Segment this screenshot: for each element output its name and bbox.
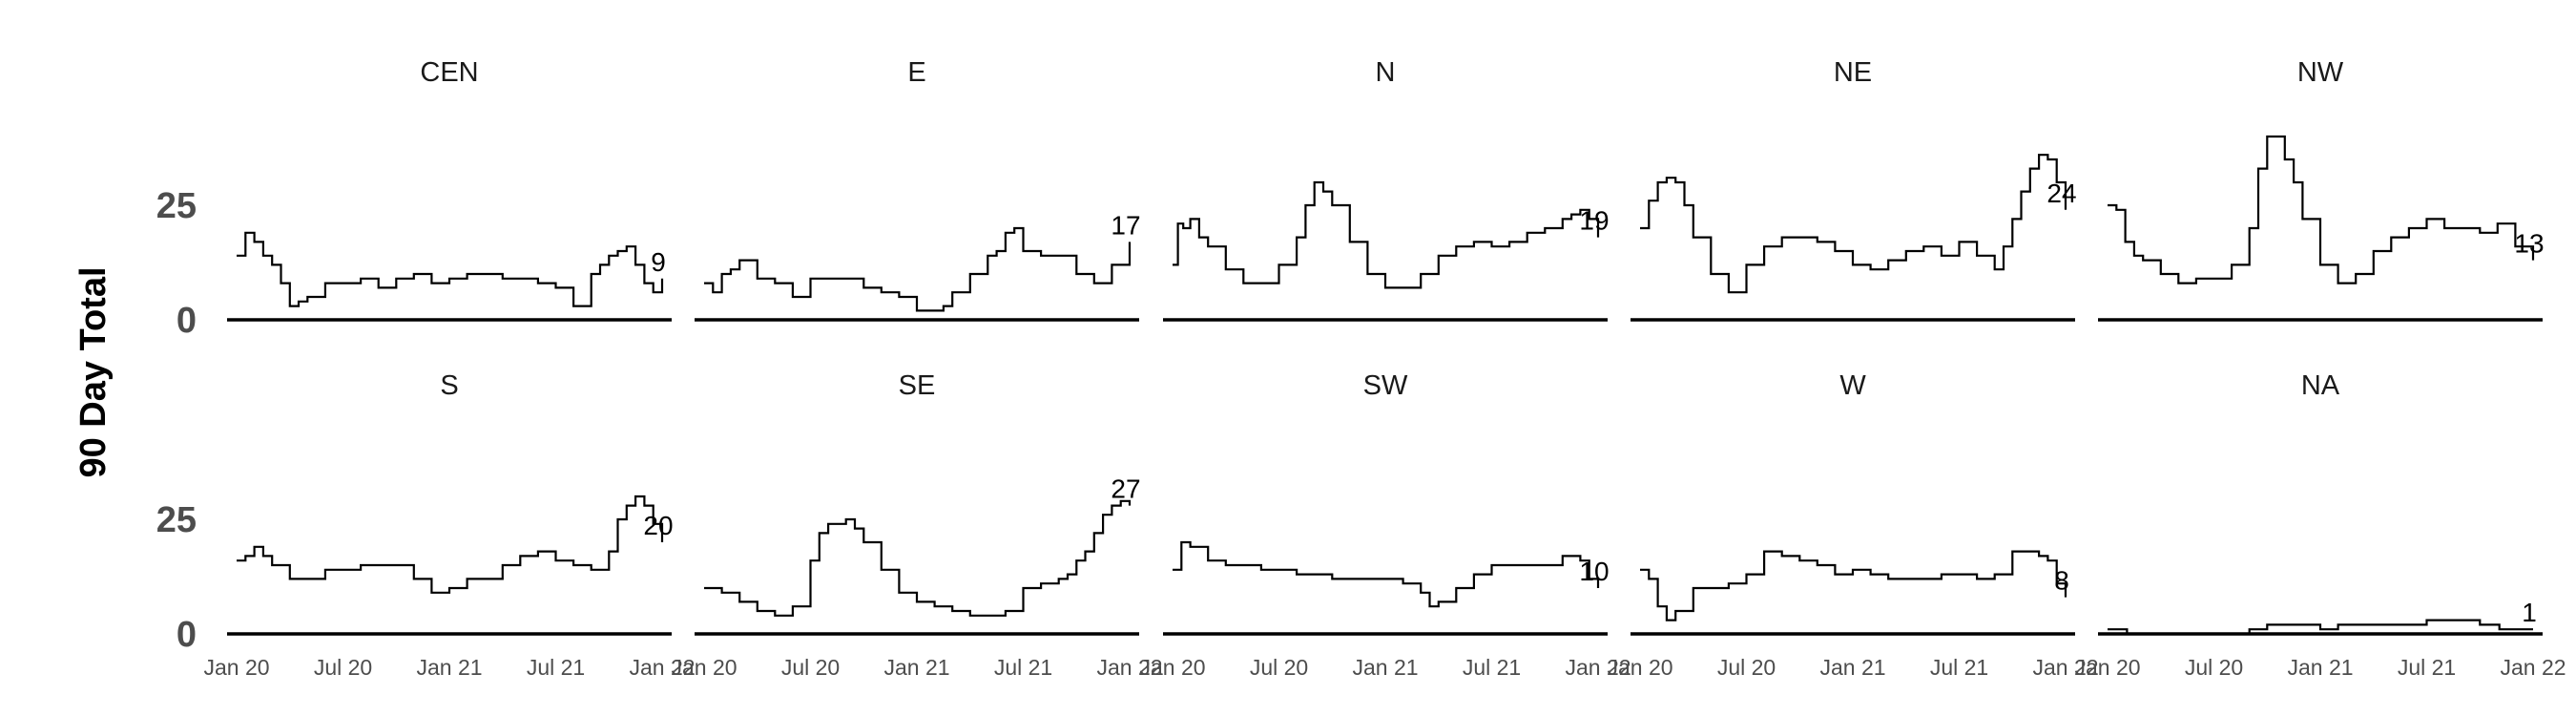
facet-panel-nw: NW 13: [2098, 57, 2545, 322]
x-tick-label: Jan 20: [1607, 655, 1672, 680]
facet-panel-se: SE 27 Jan 20 Jul 20 Jan 21 Jul 21 Jan 22: [671, 370, 1162, 680]
panel-title: NW: [2297, 57, 2344, 88]
x-tick-label: Jan 20: [671, 655, 737, 680]
series-line-cen: [237, 231, 664, 307]
y-tick-label: 25: [156, 186, 197, 226]
panel-title: S: [440, 370, 458, 401]
facet-panel-n: N 19: [1163, 57, 1610, 322]
end-value-label: 20: [643, 511, 673, 540]
end-value-label: 17: [1111, 210, 1140, 240]
facet-panel-ne: NE 24: [1631, 57, 2077, 322]
panel-title: N: [1376, 57, 1396, 88]
panel-title: SE: [899, 370, 936, 401]
panel-title: SW: [1363, 370, 1408, 401]
end-value-label: 24: [2046, 179, 2076, 208]
x-tick-label: Jul 20: [2185, 655, 2243, 680]
x-tick-label: Jul 20: [1717, 655, 1776, 680]
series-line-sw: [1173, 540, 1600, 608]
x-tick-label: Jan 21: [416, 655, 482, 680]
facet-panel-cen: CEN 9 0 25: [156, 57, 672, 341]
end-value-label: 13: [2514, 229, 2544, 259]
x-tick-label: Jul 21: [2398, 655, 2456, 680]
y-axis-label: 90 Day Total: [73, 266, 114, 477]
facet-panel-e: E 17: [695, 57, 1141, 322]
x-tick-label: Jul 21: [994, 655, 1052, 680]
x-tick-label: Jul 21: [527, 655, 585, 680]
facet-panel-na: NA 1 Jan 20 Jul 20 Jan 21 Jul 21 Jan 22: [2074, 370, 2566, 680]
x-tick-label: Jan 21: [1819, 655, 1885, 680]
x-tick-label: Jan 22: [1565, 655, 1631, 680]
end-value-label: 9: [651, 247, 666, 277]
x-tick-label: Jul 20: [314, 655, 372, 680]
series-line-na: [2108, 619, 2533, 636]
series-line-e: [704, 226, 1132, 312]
x-tick-label: Jan 20: [2074, 655, 2140, 680]
facet-panel-s: S 20 0 25 Jan 20 Jul 20 Jan 21 Jul 21 Jan 22: [156, 370, 696, 680]
x-tick-label: Jan 22: [629, 655, 695, 680]
x-tick-label: Jan 21: [2287, 655, 2353, 680]
series-line-n: [1173, 180, 1600, 289]
x-tick-label: Jul 21: [1930, 655, 1988, 680]
series-line-ne: [1640, 154, 2067, 294]
x-tick-label: Jan 22: [2500, 655, 2566, 680]
end-value-label: 8: [2054, 566, 2069, 596]
series-line-s: [237, 495, 664, 594]
x-tick-label: Jan 20: [1139, 655, 1205, 680]
x-tick-label: Jan 21: [883, 655, 949, 680]
x-tick-label: Jul 20: [1250, 655, 1308, 680]
y-tick-label: 25: [156, 500, 197, 540]
panel-title: E: [907, 57, 925, 88]
panel-title: NA: [2301, 370, 2340, 401]
series-line-w: [1640, 550, 2067, 621]
end-value-label: 10: [1579, 557, 1609, 586]
panel-title: NE: [1834, 57, 1872, 88]
x-tick-label: Jan 20: [203, 655, 269, 680]
y-tick-label: 0: [177, 301, 197, 341]
x-tick-label: Jan 21: [1352, 655, 1418, 680]
end-value-label: 1: [2522, 598, 2537, 627]
facet-panel-sw: SW 10 Jan 20 Jul 20 Jan 21 Jul 21 Jan 22: [1139, 370, 1631, 680]
facet-panel-w: W 8 Jan 20 Jul 20 Jan 21 Jul 21 Jan 22: [1607, 370, 2098, 680]
x-tick-label: Jul 20: [781, 655, 840, 680]
x-tick-label: Jan 22: [1096, 655, 1162, 680]
panel-title: CEN: [420, 57, 478, 88]
end-value-label: 19: [1579, 206, 1609, 236]
x-tick-label: Jan 22: [2032, 655, 2098, 680]
facet-panels: CEN 9 0 25 E 17 N 19 NE 24 NW 13 S 20 0 25 Jan 20 Jul 20 J…: [156, 57, 2566, 680]
series-line-nw: [2108, 135, 2535, 284]
y-tick-label: 0: [177, 615, 197, 655]
series-line-se: [704, 499, 1132, 617]
x-tick-label: Jul 21: [1463, 655, 1521, 680]
end-value-label: 27: [1111, 474, 1140, 504]
panel-title: W: [1839, 370, 1866, 401]
